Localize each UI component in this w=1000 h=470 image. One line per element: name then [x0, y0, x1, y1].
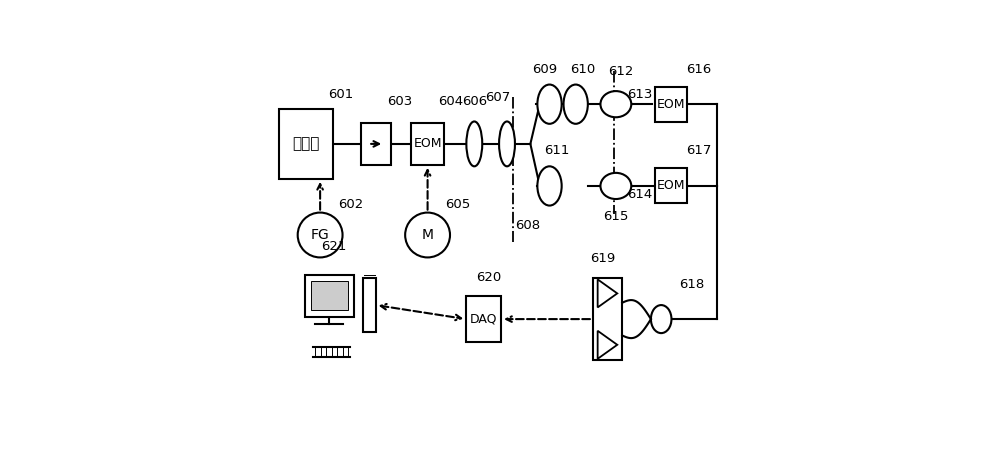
Bar	[363, 278, 376, 332]
Text: 602: 602	[338, 198, 363, 211]
Ellipse shape	[537, 85, 562, 124]
Text: 606: 606	[462, 95, 487, 109]
Text: 615: 615	[603, 210, 629, 223]
Text: 607: 607	[485, 91, 510, 104]
Text: 619: 619	[590, 252, 615, 265]
Text: 激光器: 激光器	[292, 136, 320, 151]
Circle shape	[405, 212, 450, 258]
Bar	[279, 109, 333, 179]
Text: 612: 612	[608, 65, 633, 78]
Circle shape	[298, 212, 343, 258]
Ellipse shape	[651, 305, 671, 333]
Ellipse shape	[499, 121, 515, 166]
Text: DAQ: DAQ	[470, 313, 497, 326]
Bar	[593, 278, 622, 360]
Text: 601: 601	[329, 88, 354, 102]
Bar	[311, 281, 348, 311]
Text: 604: 604	[438, 95, 464, 109]
Ellipse shape	[466, 121, 482, 166]
Ellipse shape	[600, 173, 631, 199]
Text: 620: 620	[476, 271, 501, 283]
Bar	[655, 168, 687, 204]
Bar	[361, 123, 391, 165]
Text: 621: 621	[321, 240, 347, 253]
Text: 603: 603	[387, 95, 412, 109]
Text: 609: 609	[532, 63, 557, 76]
Bar	[411, 123, 444, 165]
Ellipse shape	[600, 91, 631, 117]
Ellipse shape	[564, 85, 588, 124]
Text: 608: 608	[515, 219, 541, 232]
Bar	[466, 296, 501, 343]
Text: 611: 611	[544, 144, 569, 157]
Text: 616: 616	[686, 63, 712, 76]
Text: 614: 614	[628, 188, 653, 201]
Text: EOM: EOM	[657, 98, 685, 110]
Text: 605: 605	[445, 198, 471, 211]
Text: 618: 618	[679, 278, 704, 290]
Bar	[305, 274, 354, 317]
Text: 613: 613	[627, 88, 653, 102]
Text: FG: FG	[311, 228, 329, 242]
Text: 610: 610	[570, 63, 595, 76]
Ellipse shape	[537, 166, 562, 205]
Text: M: M	[422, 228, 434, 242]
Text: EOM: EOM	[657, 180, 685, 192]
Text: EOM: EOM	[413, 137, 442, 150]
Bar	[655, 86, 687, 122]
Text: 617: 617	[686, 144, 712, 157]
